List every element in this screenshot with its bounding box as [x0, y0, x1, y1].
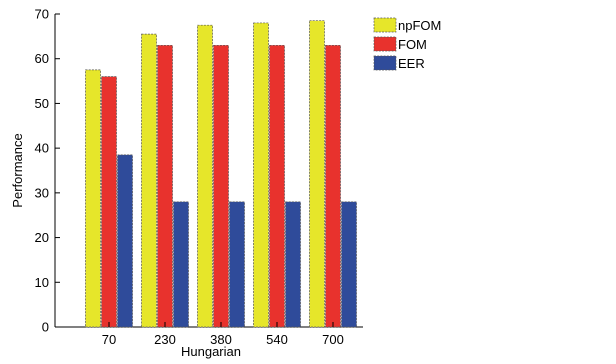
- bar-npfom-70: [85, 69, 101, 328]
- bar-fom-700: [325, 44, 341, 328]
- bar-npfom-700: [309, 20, 325, 328]
- y-tick-label: 10: [35, 275, 49, 290]
- legend-swatch-eer: [373, 55, 397, 71]
- legend-swatch-fom: [373, 36, 397, 52]
- bars: [85, 20, 357, 328]
- x-tick-label: 540: [266, 332, 288, 347]
- x-axis-label: Hungarian: [181, 344, 241, 359]
- bar-eer-700: [341, 201, 357, 328]
- legend: npFOM FOM EER: [373, 17, 441, 71]
- bar-fom-70: [101, 76, 117, 328]
- x-tick-label: 380: [210, 332, 232, 347]
- bar-npfom-230: [141, 33, 157, 328]
- x-tick-label: 230: [154, 332, 176, 347]
- y-axis-ticks: 0 10 20 30 40 50 60 70: [35, 7, 60, 335]
- bar-eer-540: [285, 201, 301, 328]
- x-tick-label: 700: [322, 332, 344, 347]
- bar-eer-380: [229, 201, 245, 328]
- y-tick-label: 40: [35, 141, 49, 156]
- bar-fom-540: [269, 44, 285, 328]
- y-tick-label: 70: [35, 7, 49, 22]
- x-axis-ticks: 70 230 380 540 700: [102, 322, 344, 347]
- y-tick-label: 50: [35, 96, 49, 111]
- bar-fom-380: [213, 44, 229, 328]
- y-tick-label: 0: [42, 320, 49, 335]
- y-axis-label: Performance: [10, 133, 25, 207]
- bar-npfom-540: [253, 22, 269, 328]
- bar-npfom-380: [197, 24, 213, 328]
- bar-eer-230: [173, 201, 189, 328]
- y-tick-label: 20: [35, 230, 49, 245]
- legend-label-npfom: npFOM: [398, 18, 441, 33]
- legend-swatch-npfom: [373, 17, 397, 33]
- y-tick-label: 60: [35, 51, 49, 66]
- bar-fom-230: [157, 44, 173, 328]
- bar-eer-70: [117, 154, 133, 328]
- legend-label-eer: EER: [398, 56, 425, 71]
- y-tick-label: 30: [35, 185, 49, 200]
- x-tick-label: 70: [102, 332, 116, 347]
- legend-label-fom: FOM: [398, 37, 427, 52]
